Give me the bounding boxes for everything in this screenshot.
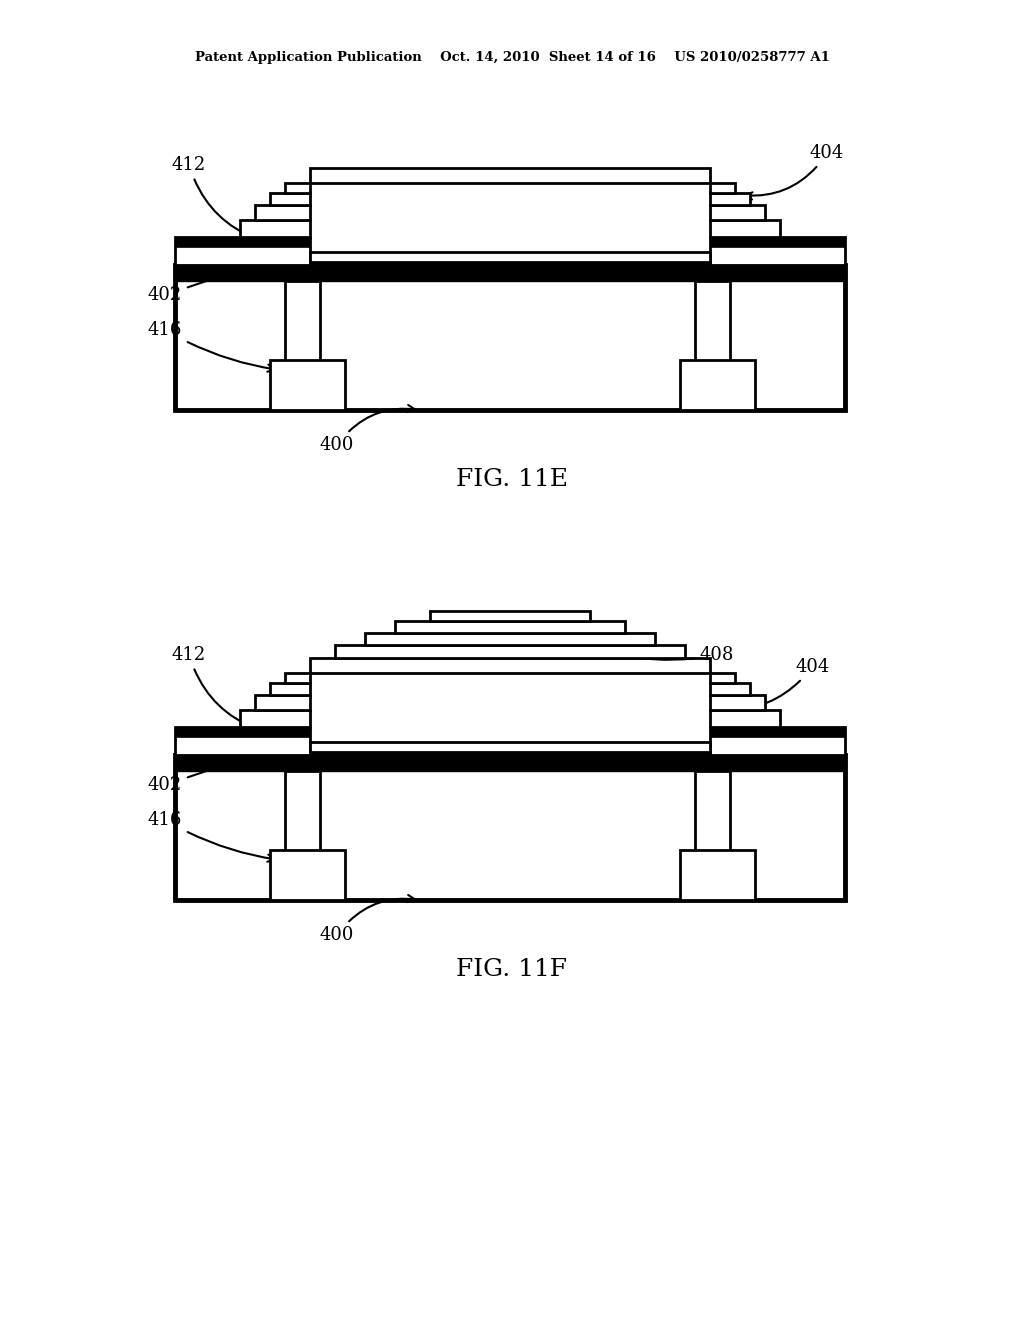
Bar	[175, 238, 310, 265]
Bar	[175, 755, 845, 771]
Bar	[270, 360, 345, 411]
Bar	[710, 238, 845, 247]
Text: FIG. 11E: FIG. 11E	[456, 469, 568, 491]
Bar	[710, 727, 845, 737]
Text: 412: 412	[172, 156, 255, 239]
Bar	[710, 682, 750, 696]
Bar	[285, 183, 310, 193]
Bar	[710, 673, 735, 682]
Bar	[395, 620, 625, 634]
Bar	[695, 281, 730, 385]
Bar	[710, 696, 765, 710]
Bar	[365, 634, 655, 645]
Bar	[175, 238, 310, 247]
Text: 404: 404	[730, 657, 829, 713]
Bar	[680, 850, 755, 900]
Bar	[710, 193, 750, 205]
Bar	[680, 360, 755, 411]
Bar	[175, 265, 845, 411]
Bar	[335, 645, 685, 657]
Bar	[270, 850, 345, 900]
Text: FIG. 11F: FIG. 11F	[457, 958, 567, 982]
Bar	[310, 168, 710, 183]
Bar	[270, 682, 310, 696]
Bar	[710, 727, 845, 755]
Text: 416: 416	[148, 810, 275, 862]
Bar	[175, 727, 310, 755]
Bar	[710, 220, 780, 238]
Bar	[695, 771, 730, 875]
Bar	[285, 771, 319, 875]
Bar	[270, 193, 310, 205]
Text: 400: 400	[319, 895, 415, 944]
Bar	[310, 742, 710, 752]
Bar	[430, 611, 590, 620]
Text: 404: 404	[745, 144, 844, 199]
Bar	[175, 727, 310, 737]
Bar	[710, 183, 735, 193]
Text: 402: 402	[148, 763, 225, 795]
Text: 412: 412	[172, 645, 255, 729]
Bar	[310, 252, 710, 261]
Bar	[285, 281, 319, 385]
Text: Patent Application Publication    Oct. 14, 2010  Sheet 14 of 16    US 2010/02587: Patent Application Publication Oct. 14, …	[195, 51, 829, 65]
Text: 400: 400	[319, 405, 415, 454]
Bar	[710, 238, 845, 265]
Text: 416: 416	[148, 321, 275, 372]
Bar	[255, 205, 310, 220]
Bar	[175, 265, 845, 281]
Bar	[255, 696, 310, 710]
Bar	[310, 657, 710, 673]
Bar	[240, 710, 310, 727]
Text: 408: 408	[545, 624, 734, 664]
Bar	[710, 710, 780, 727]
Bar	[710, 205, 765, 220]
Bar	[285, 673, 310, 682]
Text: 402: 402	[148, 273, 225, 304]
Bar	[240, 220, 310, 238]
Bar	[175, 755, 845, 900]
